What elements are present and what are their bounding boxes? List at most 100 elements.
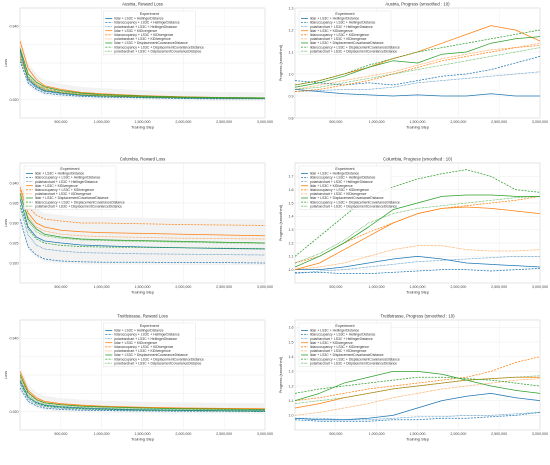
y-tick-label: 1.7 xyxy=(289,175,294,179)
legend-entry: lidar + LS3C + KlDivergence xyxy=(35,184,78,188)
legend-entry: polarbarchart + LS3C + DisplacementCovar… xyxy=(310,204,397,208)
x-tick-label: 2,000,000 xyxy=(175,285,191,289)
y-tick-label: 1.2 xyxy=(289,28,294,32)
x-tick-label: 500,000 xyxy=(54,432,67,436)
x-tick-label: 2,000,000 xyxy=(175,432,191,436)
x-tick-label: 2,000,000 xyxy=(450,285,466,289)
series-line-9 xyxy=(20,196,265,244)
legend-entry: polarbarchart + LS3C + KlDivergence xyxy=(310,37,366,41)
x-tick-label: 2,500,000 xyxy=(216,432,232,436)
legend-entry: lidar + LS3C + DisplacementCovarianceDis… xyxy=(310,196,384,200)
x-tick-label: 2,500,000 xyxy=(491,432,507,436)
series-group xyxy=(295,356,540,422)
legend-entry: lidaroccupancy + LS3C + KlDivergence xyxy=(35,188,94,192)
legend-entry: polarbarchart + LS3C + DisplacementCovar… xyxy=(114,49,201,53)
x-axis-label: Training Step xyxy=(406,125,429,130)
y-tick-label: 1.0 xyxy=(289,72,294,76)
series-line-1 xyxy=(295,89,540,97)
y-tick-label: 0.940 xyxy=(10,337,19,341)
series-line-9 xyxy=(295,375,540,404)
series-line-3 xyxy=(20,383,265,412)
legend-entry: lidar + LS3C + KlDivergence xyxy=(310,184,353,188)
series-group xyxy=(20,371,265,413)
legend-entry: lidaroccupancy + LS3C + DisplacementCova… xyxy=(114,45,204,49)
legend-entry: lidaroccupancy + LS3C + HellingerDistanc… xyxy=(114,21,180,25)
y-tick-label: 0.925 xyxy=(10,241,19,245)
x-tick-label: 500,000 xyxy=(329,432,342,436)
legend-box xyxy=(298,322,392,367)
x-tick-label: 500,000 xyxy=(329,120,342,124)
legend-title: Experiment xyxy=(335,12,355,16)
legend-entry: lidaroccupancy + LS3C + DisplacementCova… xyxy=(114,357,204,361)
series-line-3 xyxy=(295,255,540,275)
legend-entry: lidaroccupancy + LS3C + KlDivergence xyxy=(310,188,369,192)
series-line-5 xyxy=(295,45,540,92)
chart-panel-2: Austria, Progress (smoothed : 10) 500,000… xyxy=(278,2,548,130)
series-line-9 xyxy=(20,51,265,99)
y-tick-label: 1.3 xyxy=(289,6,294,10)
x-tick-label: 1,000,000 xyxy=(94,285,110,289)
y-tick-label: 1.6 xyxy=(289,326,294,330)
y-axis-label: Progress (smoothed) xyxy=(278,356,283,393)
legend-entry: polarbarchart + LS3C + DisplacementCovar… xyxy=(35,204,122,208)
x-tick-label: 500,000 xyxy=(329,285,342,289)
y-tick-label: 0.9 xyxy=(289,94,294,98)
x-tick-label: 500,000 xyxy=(54,120,67,124)
series-line-7 xyxy=(295,194,540,268)
legend-entry: lidaroccupancy + LS3C + HellingerDistanc… xyxy=(310,176,376,180)
x-tick-label: 1,000,000 xyxy=(94,432,110,436)
y-tick-label: 0.8 xyxy=(289,116,294,120)
x-tick-label: 1,000,000 xyxy=(94,120,110,124)
y-tick-label: 1.5 xyxy=(289,201,294,205)
series-line-8 xyxy=(20,382,265,412)
legend-entry: polarbarchart + LS3C + HellingerDistance xyxy=(310,25,373,29)
legend-entry: polarbarchart + LS3C + KlDivergence xyxy=(114,349,170,353)
variance-band xyxy=(20,35,265,102)
x-tick-label: 2,500,000 xyxy=(491,285,507,289)
legend-entry: polarbarchart + LS3C + HellingerDistance xyxy=(310,180,373,184)
series-line-8 xyxy=(295,169,540,257)
legend-entry: lidaroccupancy + LS3C + KlDivergence xyxy=(114,33,173,37)
legend-title: Experiment xyxy=(140,12,160,16)
legend-box xyxy=(103,10,196,55)
x-tick-label: 2,000,000 xyxy=(175,120,191,124)
x-tick-label: 1,000,000 xyxy=(369,120,385,124)
series-group xyxy=(295,25,540,97)
legend-entry: lidaroccupancy + LS3C + HellingerDistanc… xyxy=(310,21,376,25)
x-tick-label: 3,000,000 xyxy=(532,285,548,289)
series-line-5 xyxy=(20,186,265,226)
y-axis-label: Loss xyxy=(3,371,8,379)
x-axis-label: Training Step xyxy=(406,437,429,442)
legend-title: Experiment xyxy=(60,167,80,171)
y-tick-label: 1.5 xyxy=(289,340,294,344)
legend-title: Experiment xyxy=(140,324,160,328)
legend-box xyxy=(23,165,117,210)
y-tick-label: 1.0 xyxy=(289,268,294,272)
y-tick-label: 0.920 xyxy=(10,410,19,414)
legend-entry: polarbarchart + LS3C + HellingerDistance xyxy=(114,25,177,29)
y-tick-label: 0.935 xyxy=(10,201,19,205)
series-line-2 xyxy=(20,218,265,264)
series-line-9 xyxy=(295,195,540,264)
series-line-8 xyxy=(20,204,265,249)
y-axis-label: Loss xyxy=(3,59,8,67)
legend-entry: lidar + LS3C + DisplacementCovarianceDis… xyxy=(310,353,384,357)
legend-entry: lidaroccupancy + LS3C + DisplacementCova… xyxy=(35,200,125,204)
series-line-7 xyxy=(20,374,265,410)
y-tick-label: 1.4 xyxy=(289,215,294,219)
series-line-6 xyxy=(295,42,540,90)
series-line-9 xyxy=(20,378,265,411)
x-tick-label: 2,500,000 xyxy=(491,120,507,124)
y-tick-label: 0.940 xyxy=(10,181,19,185)
legend-entry: polarbarchart + LS3C + KlDivergence xyxy=(310,192,366,196)
y-tick-label: 1.1 xyxy=(289,255,294,259)
legend-entry: polarbarchart + LS3C + DisplacementCovar… xyxy=(310,49,397,53)
chart-panel-5: Treitlstrasse, Reward Loss 500,000 1,000,0… xyxy=(3,314,273,442)
legend-entry: polarbarchart + LS3C + DisplacementCovar… xyxy=(114,361,201,365)
series-line-1 xyxy=(295,392,540,421)
